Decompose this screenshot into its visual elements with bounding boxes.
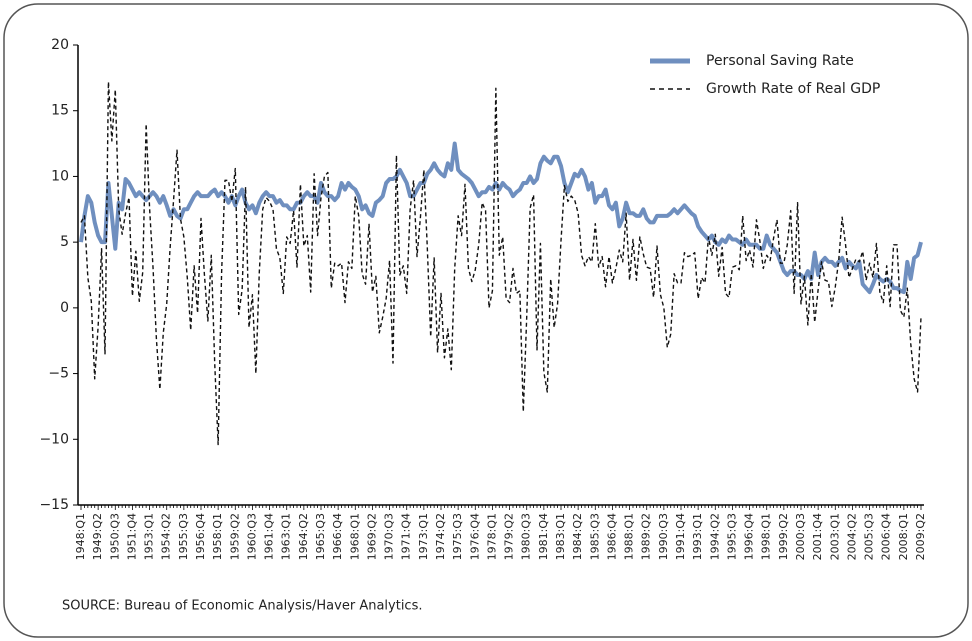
x-tick-label: 1966:Q4 [331, 513, 344, 560]
x-tick-label: 1974:Q2 [434, 513, 447, 560]
plot-area: −15 −10 −5 0 5 10 15 20 1948:Q1 1949:Q2 1950:Q3 195… [39, 37, 927, 560]
x-tick-label: 1956:Q4 [194, 513, 207, 560]
x-tick-label: 1961:Q4 [263, 513, 276, 560]
x-tick-label: 2005:Q3 [863, 513, 876, 560]
y-tick-label: 0 [60, 300, 69, 316]
x-tick-label: 1973:Q1 [417, 513, 430, 560]
x-tick-label: 1988:Q1 [623, 513, 636, 560]
x-tick-label: 1969:Q2 [365, 513, 378, 560]
x-tick-label: 1984:Q2 [571, 513, 584, 560]
x-tick-label: 2003:Q1 [828, 513, 841, 560]
x-tick-label: 2006:Q4 [880, 513, 893, 560]
y-tick-label: 20 [51, 37, 69, 53]
x-tick-label: 1950:Q3 [108, 513, 121, 560]
chart-frame [3, 3, 969, 638]
x-tick-label: 1979:Q2 [503, 513, 516, 560]
x-tick-label: 2009:Q2 [914, 513, 927, 560]
x-tick-label: 1964:Q2 [297, 513, 310, 560]
x-tick-label: 1954:Q2 [160, 513, 173, 560]
x-tick-label: 1971:Q4 [400, 513, 413, 560]
x-tick-label: 1955:Q3 [177, 513, 190, 560]
x-tick-label: 1996:Q4 [743, 513, 756, 560]
legend-label: Growth Rate of Real GDP [706, 81, 880, 97]
x-tick-label: 1963:Q1 [280, 513, 293, 560]
x-tick-label: 1986:Q4 [605, 513, 618, 560]
x-tick-label: 1970:Q3 [383, 513, 396, 560]
x-tick-label: 1989:Q2 [640, 513, 653, 560]
x-tick-label: 1985:Q3 [588, 513, 601, 560]
x-tick-label: 1990:Q3 [657, 513, 670, 560]
legend-label: Personal Saving Rate [706, 53, 854, 69]
x-tick-label: 1975:Q3 [451, 513, 464, 560]
x-tick-label: 1953:Q1 [143, 513, 156, 560]
x-tick-label: 1948:Q1 [74, 513, 87, 560]
dashed-line [80, 81, 922, 446]
source-note: SOURCE: Bureau of Economic Analysis/Have… [62, 599, 422, 614]
x-tick-label: 1998:Q1 [760, 513, 773, 560]
y-tick-label: 5 [60, 234, 69, 250]
x-tick-label: 1991:Q4 [674, 513, 687, 560]
y-tick-label: −5 [48, 366, 69, 382]
x-tick-label: 1995:Q3 [725, 513, 738, 560]
x-tick-label: 1960:Q3 [245, 513, 258, 560]
y-tick-label: −15 [39, 497, 69, 513]
x-tick-label: 1965:Q3 [314, 513, 327, 560]
x-tick-label: 1980:Q3 [520, 513, 533, 560]
x-tick-label: 1999:Q2 [777, 513, 790, 560]
y-tick-label: 10 [51, 168, 69, 184]
x-tick-label: 1983:Q1 [554, 513, 567, 560]
x-tick-label: 1958:Q1 [211, 513, 224, 560]
x-tick-label: 2008:Q1 [897, 513, 910, 560]
x-tick-label: 1994:Q2 [708, 513, 721, 560]
x-tick-label: 1981:Q4 [537, 513, 550, 560]
x-tick-label: 1951:Q4 [125, 513, 138, 560]
x-tick-label: 1959:Q2 [228, 513, 241, 560]
y-tick-label: −10 [39, 431, 69, 447]
x-tick-label: 2000:Q3 [794, 513, 807, 560]
x-tick-label: 2001:Q4 [811, 513, 824, 560]
x-tick-label: 1968:Q1 [348, 513, 361, 560]
x-tick-label: 2004:Q2 [845, 513, 858, 560]
y-tick-label: 15 [51, 103, 69, 119]
x-tick-label: 1976:Q4 [468, 513, 481, 560]
x-tick-label: 1978:Q1 [485, 513, 498, 560]
x-tick-label: 1949:Q2 [91, 513, 104, 560]
x-tick-label: 1993:Q1 [691, 513, 704, 560]
